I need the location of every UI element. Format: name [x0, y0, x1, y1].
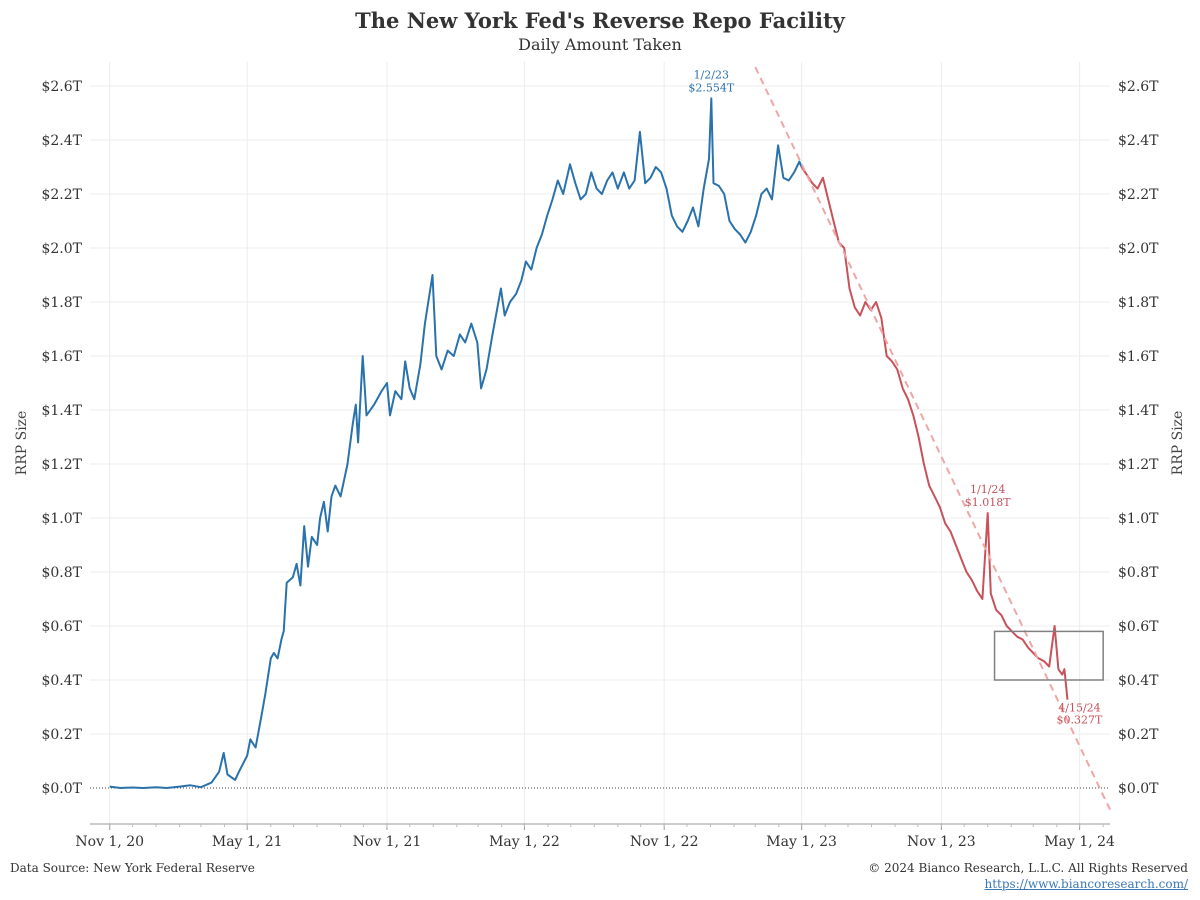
y-tick-label-right: $2.4T [1118, 133, 1159, 149]
y-tick-label-right: $2.0T [1118, 241, 1159, 257]
data-source-note: Data Source: New York Federal Reserve [10, 861, 255, 875]
footer-credits: © 2024 Bianco Research, L.L.C. All Right… [868, 861, 1188, 891]
y-tick-label-left: $2.6T [41, 79, 82, 95]
y-tick-label-right: $1.4T [1118, 403, 1159, 419]
y-tick-label-right: $2.2T [1118, 187, 1159, 203]
y-tick-label-right: $1.8T [1118, 295, 1159, 311]
annotation-value: $2.554T [688, 81, 734, 94]
y-tick-label-left: $2.4T [41, 133, 82, 149]
series-layer [109, 97, 1069, 789]
trend-line [754, 66, 1111, 811]
highlight-box [993, 630, 1104, 681]
y-axis-label-left: RRP Size [14, 411, 30, 476]
y-tick-label-right: $0.2T [1118, 727, 1159, 743]
y-tick-label-left: $0.8T [41, 565, 82, 581]
rrp-line-blue [109, 97, 803, 789]
x-tick-label: May 1, 21 [212, 834, 283, 850]
y-tick-label-right: $0.0T [1118, 781, 1159, 797]
x-tick-label: Nov 1, 21 [353, 834, 422, 850]
y-tick-label-left: $0.2T [41, 727, 82, 743]
y-tick-label-left: $0.4T [41, 673, 82, 689]
x-axis-ticks: Nov 1, 20 May 1, 21 Nov 1, 21 May 1, 22 Nov … [75, 824, 1115, 850]
x-tick-label: May 1, 22 [489, 834, 560, 850]
y-tick-label-right: $0.8T [1118, 565, 1159, 581]
y-axis-left-ticks: $0.0T $0.2T $0.4T $0.6T $0.8T $1.0T $1.2T $1.4T… [41, 79, 82, 797]
y-tick-label-left: $1.0T [41, 511, 82, 527]
y-tick-label-left: $1.4T [41, 403, 82, 419]
y-tick-label-left: $0.0T [41, 781, 82, 797]
annotation-value: $1.018T [965, 496, 1011, 509]
x-tick-label: May 1, 23 [766, 834, 837, 850]
x-tick-label: Nov 1, 23 [907, 834, 976, 850]
y-tick-label-left: $2.0T [41, 241, 82, 257]
plot-area-background [90, 62, 1110, 824]
x-tick-label: May 1, 24 [1044, 834, 1115, 850]
annotation-date: 1/2/23 [694, 68, 729, 81]
y-axis-label-right: RRP Size [1170, 411, 1186, 476]
annotation-layer: 1/2/23$2.554T 1/1/24$1.018T 4/15/24$0.327T [688, 68, 1103, 726]
annotation-value: $0.327T [1057, 714, 1103, 727]
y-tick-label-left: $2.2T [41, 187, 82, 203]
y-axis-right-ticks: $0.0T $0.2T $0.4T $0.6T $0.8T $1.0T $1.2T $1.4T… [1118, 79, 1159, 797]
y-tick-label-right: $0.6T [1118, 619, 1159, 635]
x-tick-label: Nov 1, 22 [630, 834, 699, 850]
x-tick-label: Nov 1, 20 [75, 834, 144, 850]
y-tick-label-right: $0.4T [1118, 673, 1159, 689]
grid-lines [90, 62, 1110, 824]
rrp-line-red [800, 166, 1069, 700]
y-tick-label-right: $2.6T [1118, 79, 1159, 95]
y-tick-label-left: $1.8T [41, 295, 82, 311]
overlay-layer [754, 66, 1111, 811]
annotation-date: 4/15/24 [1058, 702, 1100, 715]
y-tick-label-left: $0.6T [41, 619, 82, 635]
website-link[interactable]: https://www.biancoresearch.com/ [984, 877, 1188, 891]
chart-title: The New York Fed's Reverse Repo Facility [355, 8, 845, 33]
copyright-text: © 2024 Bianco Research, L.L.C. All Right… [868, 861, 1188, 875]
annotation-date: 1/1/24 [970, 483, 1005, 496]
y-tick-label-left: $1.6T [41, 349, 82, 365]
chart-subtitle: Daily Amount Taken [518, 35, 682, 54]
y-tick-label-right: $1.2T [1118, 457, 1159, 473]
y-tick-label-right: $1.0T [1118, 511, 1159, 527]
y-tick-label-right: $1.6T [1118, 349, 1159, 365]
y-tick-label-left: $1.2T [41, 457, 82, 473]
